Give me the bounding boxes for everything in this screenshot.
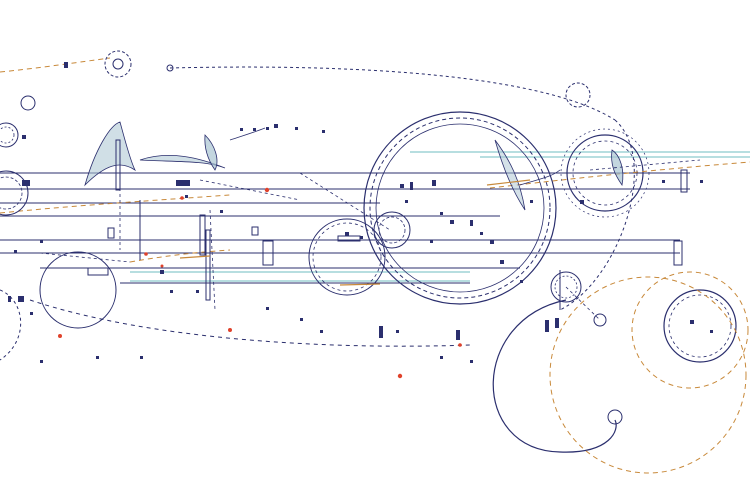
long-elliptical-orbit	[29, 66, 635, 347]
top-small-circles	[20, 50, 591, 111]
dashed-connectors	[39, 140, 701, 321]
verticals	[115, 139, 561, 310]
leaf-shapes	[84, 121, 624, 211]
horizontal-beams	[0, 169, 690, 284]
left-circle-group	[0, 122, 117, 361]
red-dots	[58, 187, 462, 379]
orange-accents	[179, 179, 531, 286]
outlined-rectangles	[87, 226, 361, 276]
right-circle-group	[492, 128, 737, 453]
small-squares	[8, 62, 713, 363]
large-circle-group	[308, 111, 557, 305]
orange-dashed-orbits	[0, 57, 750, 474]
